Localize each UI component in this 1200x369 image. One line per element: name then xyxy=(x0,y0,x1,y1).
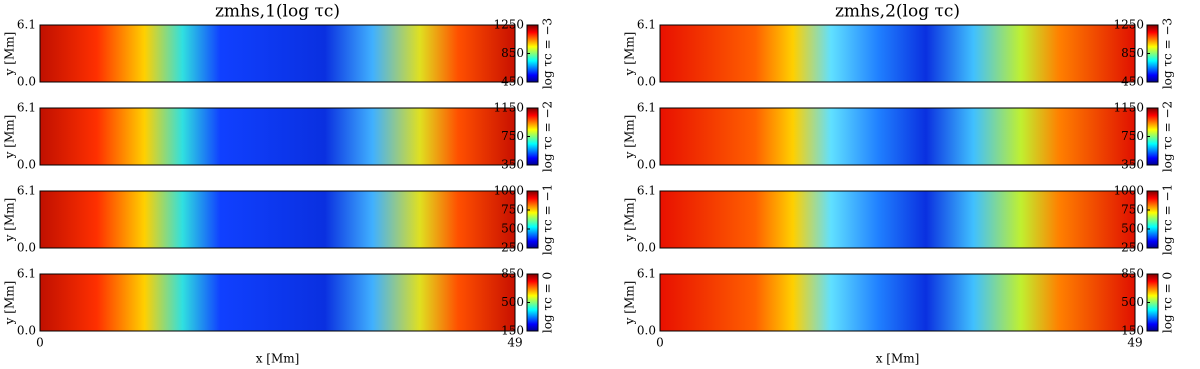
colorbar-tick-label: 500 xyxy=(1121,295,1144,309)
colorbar-tick-label: 500 xyxy=(1121,222,1144,236)
colorbar-label: log τc = −1 xyxy=(1161,184,1175,255)
colorbar-label: log τc = 0 xyxy=(541,272,555,333)
colorbar-tick-label: 1250 xyxy=(493,18,524,32)
x-axis-label: x [Mm] xyxy=(876,352,920,366)
colorbar-tick-label: 850 xyxy=(501,267,524,281)
colorbar-tick-label: 850 xyxy=(1121,267,1144,281)
y-tick-label: 0.0 xyxy=(637,241,656,255)
y-tick-label: 0.0 xyxy=(17,324,36,338)
colorbar xyxy=(526,190,539,249)
x-tick-label: 49 xyxy=(1127,336,1142,350)
x-tick-label: 0 xyxy=(656,336,664,350)
y-tick-label: 0.0 xyxy=(17,158,36,172)
y-tick-label: 0.0 xyxy=(637,158,656,172)
colorbar-tick-label: 750 xyxy=(1121,203,1144,217)
y-tick-label: 6.1 xyxy=(17,18,36,32)
heatmap xyxy=(660,25,1135,82)
colorbar-tick-label: 850 xyxy=(501,46,524,60)
y-axis-label: y [Mm] xyxy=(623,115,637,160)
colorbar-tick-label: 150 xyxy=(1121,324,1144,338)
y-tick-label: 6.1 xyxy=(637,184,656,198)
x-tick-label: 0 xyxy=(36,336,44,350)
y-axis-label: y [Mm] xyxy=(623,281,637,326)
colorbar-tick-label: 750 xyxy=(501,203,524,217)
y-axis-label: y [Mm] xyxy=(3,115,17,160)
y-axis-label: y [Mm] xyxy=(3,281,17,326)
colorbar-label: log τc = −1 xyxy=(541,184,555,255)
axes-frame xyxy=(39,273,516,332)
colorbar-tick-label: 850 xyxy=(1121,46,1144,60)
panel-title: zmhs,1(log τc) xyxy=(215,2,340,22)
y-axis-label: y [Mm] xyxy=(623,32,637,77)
heatmap xyxy=(660,108,1135,165)
colorbar-tick-label: 450 xyxy=(1121,75,1144,89)
x-axis-label: x [Mm] xyxy=(256,352,300,366)
colorbar-tick-label: 1150 xyxy=(493,101,524,115)
axes-frame xyxy=(39,107,516,166)
heatmap xyxy=(40,191,515,248)
axes-frame xyxy=(659,24,1136,83)
y-tick-label: 0.0 xyxy=(17,241,36,255)
colorbar-tick-label: 450 xyxy=(501,75,524,89)
axes-frame xyxy=(659,190,1136,249)
colorbar-tick-label: 1250 xyxy=(1113,18,1144,32)
y-tick-label: 6.1 xyxy=(637,267,656,281)
colorbar-tick-label: 750 xyxy=(1121,129,1144,143)
heatmap xyxy=(660,191,1135,248)
colorbar-tick-label: 250 xyxy=(1121,241,1144,255)
colorbar-tick-label: 750 xyxy=(501,129,524,143)
y-tick-label: 0.0 xyxy=(637,75,656,89)
y-tick-label: 6.1 xyxy=(17,267,36,281)
colorbar-label: log τc = −3 xyxy=(1161,18,1175,89)
panel-title: zmhs,2(log τc) xyxy=(835,2,960,22)
y-tick-label: 0.0 xyxy=(17,75,36,89)
colorbar-label: log τc = −3 xyxy=(541,18,555,89)
axes-frame xyxy=(39,24,516,83)
colorbar-tick-label: 1150 xyxy=(1113,101,1144,115)
y-axis-label: y [Mm] xyxy=(623,198,637,243)
colorbar-tick-label: 150 xyxy=(501,324,524,338)
heatmap xyxy=(40,274,515,331)
colorbar-tick-label: 350 xyxy=(501,158,524,172)
y-tick-label: 0.0 xyxy=(637,324,656,338)
y-tick-label: 6.1 xyxy=(637,101,656,115)
y-axis-label: y [Mm] xyxy=(3,32,17,77)
axes-frame xyxy=(659,273,1136,332)
heatmap xyxy=(40,108,515,165)
colorbar-tick-label: 500 xyxy=(501,222,524,236)
heatmap xyxy=(660,274,1135,331)
colorbar xyxy=(1146,190,1159,249)
colorbar-label: log τc = 0 xyxy=(1161,272,1175,333)
colorbar-tick-label: 250 xyxy=(501,241,524,255)
heatmap xyxy=(40,25,515,82)
colorbar-tick-label: 1000 xyxy=(1113,184,1144,198)
y-tick-label: 6.1 xyxy=(17,184,36,198)
colorbar-label: log τc = −2 xyxy=(541,101,555,172)
colorbar-tick-label: 350 xyxy=(1121,158,1144,172)
y-tick-label: 6.1 xyxy=(637,18,656,32)
colorbar-tick-label: 1000 xyxy=(493,184,524,198)
x-tick-label: 49 xyxy=(507,336,522,350)
y-tick-label: 6.1 xyxy=(17,101,36,115)
colorbar-tick-label: 500 xyxy=(501,295,524,309)
axes-frame xyxy=(659,107,1136,166)
y-axis-label: y [Mm] xyxy=(3,198,17,243)
colorbar-label: log τc = −2 xyxy=(1161,101,1175,172)
axes-frame xyxy=(39,190,516,249)
